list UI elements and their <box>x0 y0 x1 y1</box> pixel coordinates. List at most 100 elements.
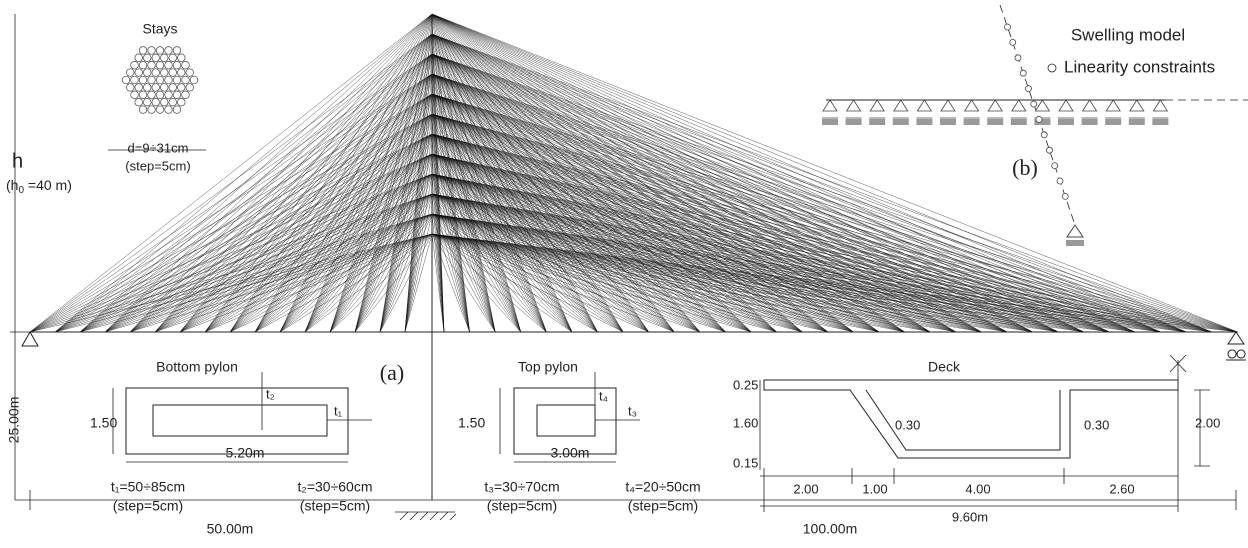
strand <box>156 47 164 55</box>
height-symbol: h <box>12 150 23 172</box>
constraint <box>1057 178 1063 184</box>
stay-cable <box>432 94 1238 332</box>
support-hatch <box>987 119 1003 125</box>
stay-cable <box>432 114 982 332</box>
strand <box>126 84 134 92</box>
strand <box>156 76 164 84</box>
stay-cable <box>432 14 1058 332</box>
legend-marker <box>1048 64 1056 72</box>
thickness-label: t₁ <box>334 403 343 418</box>
deck-dim: 0.30 <box>895 417 920 432</box>
stay-cable <box>355 194 432 332</box>
strand <box>148 47 156 55</box>
strand <box>131 76 139 84</box>
stay-cable <box>205 74 432 332</box>
support-hatch <box>1058 119 1074 125</box>
thickness-label: t₄ <box>599 388 608 403</box>
support-hatch <box>869 119 885 125</box>
pylon-support <box>1067 225 1083 237</box>
section-inner <box>153 405 327 436</box>
spring-support <box>1011 100 1027 118</box>
deck-dim: 2.00 <box>793 481 818 496</box>
stay-cable <box>432 74 956 332</box>
stay-cable <box>355 214 432 332</box>
support-hatch <box>964 119 980 125</box>
support-hatch <box>1129 119 1145 125</box>
stay-cable <box>155 34 432 332</box>
strand <box>143 84 151 92</box>
constraint <box>1026 86 1032 92</box>
strand <box>156 61 164 69</box>
strand <box>173 61 181 69</box>
strand <box>139 61 147 69</box>
deck-dim: 1.60 <box>733 415 758 430</box>
deck-dim: 4.00 <box>965 481 990 496</box>
stay-cable <box>330 34 432 332</box>
strand <box>139 47 147 55</box>
section-title: Top pylon <box>518 359 578 375</box>
strand <box>165 91 173 99</box>
strand <box>148 91 156 99</box>
constraint <box>1036 116 1042 122</box>
strand <box>143 69 151 77</box>
strand <box>152 69 160 77</box>
spring-support <box>893 100 909 118</box>
stay-cable <box>30 94 432 332</box>
stay-cable <box>180 74 432 332</box>
stay-cable <box>355 134 432 332</box>
strand <box>160 54 168 62</box>
deck-dim: 2.00 <box>1195 415 1220 430</box>
strand <box>148 61 156 69</box>
strand <box>135 98 143 106</box>
support-hatch <box>1066 240 1084 246</box>
strand <box>169 98 177 106</box>
stay-cable <box>30 34 432 332</box>
stay-cable <box>432 194 1238 332</box>
stay-cable <box>305 134 432 332</box>
stay-cable <box>432 54 879 332</box>
stay-cable <box>432 74 1238 332</box>
support-hatch <box>893 119 909 125</box>
section-title: Bottom pylon <box>156 359 238 375</box>
stay-cable <box>180 134 432 332</box>
strand <box>177 84 185 92</box>
thickness-label: t₂ <box>266 386 275 401</box>
height-label: (h0 =40 m) <box>6 177 72 196</box>
stay-cable <box>380 14 432 332</box>
strand <box>148 76 156 84</box>
constraint <box>1010 39 1016 45</box>
strand <box>131 91 139 99</box>
stay-cable <box>432 114 444 332</box>
stay-cable <box>55 94 432 332</box>
range-label: t₄=20÷50cm <box>625 479 700 495</box>
ground-hatch <box>395 512 456 520</box>
spring-support <box>987 100 1003 118</box>
stay-cable <box>432 134 930 332</box>
support-hatch <box>1152 119 1168 125</box>
strand <box>165 47 173 55</box>
stay-cable <box>432 234 623 332</box>
stay-cable <box>155 114 432 332</box>
strand <box>177 69 185 77</box>
support-hatch <box>846 119 862 125</box>
spring-support <box>964 100 980 118</box>
deck-dim: 0.15 <box>733 455 758 470</box>
stay-cable <box>230 74 432 332</box>
stay-cables <box>30 14 1238 332</box>
strand <box>169 84 177 92</box>
constraint <box>1062 193 1068 199</box>
spring-support <box>1082 100 1098 118</box>
swelling-legend: Linearity constraints <box>1064 57 1215 76</box>
strand <box>177 98 185 106</box>
range-label: t₃=30÷70cm <box>484 479 559 495</box>
spring-support <box>846 100 862 118</box>
stay-cable <box>432 114 1186 332</box>
dimension-label: 25.00m <box>6 397 22 444</box>
spring-support <box>869 100 885 118</box>
strand <box>182 61 190 69</box>
deck-dim: 1.00 <box>862 481 887 496</box>
stay-cable <box>432 94 1186 332</box>
height-prefix: (h <box>6 177 18 193</box>
range-label: t₁=50÷85cm <box>111 479 185 495</box>
dimension-label: 50.00m <box>207 521 254 537</box>
